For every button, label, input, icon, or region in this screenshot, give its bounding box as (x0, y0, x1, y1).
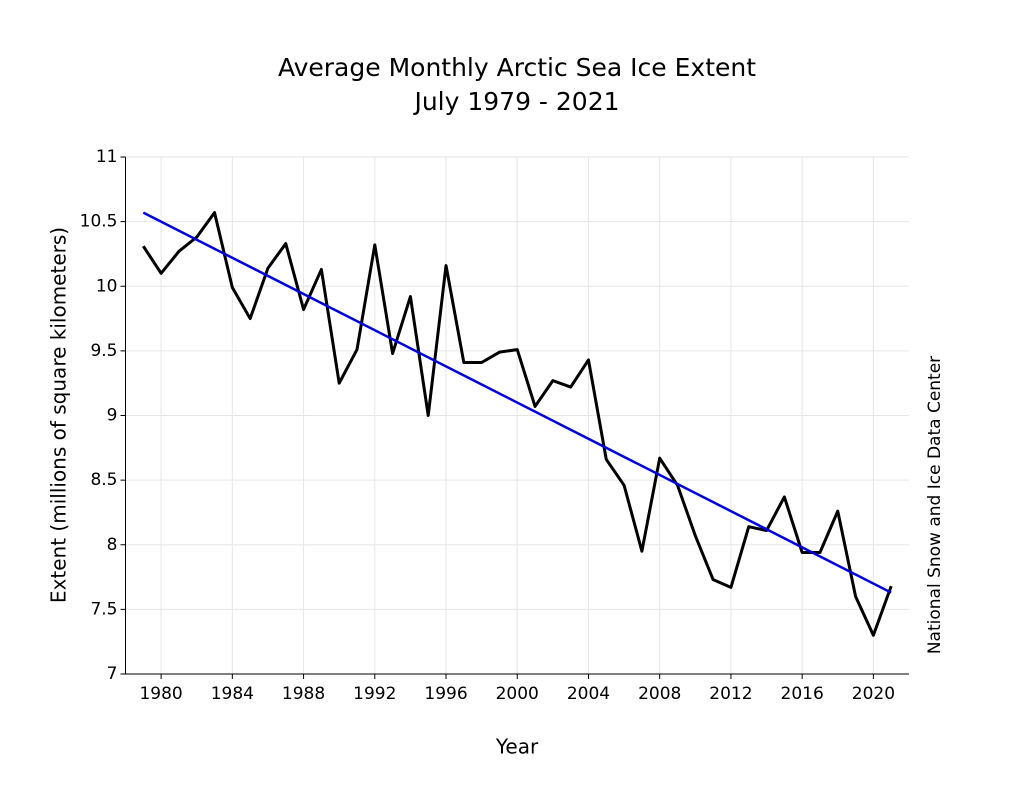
y-tick-label: 7.5 (90, 599, 117, 619)
y-tick-label: 9 (107, 406, 118, 426)
y-tick-label: 10 (96, 276, 118, 296)
x-axis-label: Year (495, 735, 539, 759)
x-tick-label: 1996 (424, 684, 467, 704)
y-tick-label: 10.5 (80, 212, 118, 232)
x-tick-label: 2020 (852, 684, 895, 704)
source-annotation: National Snow and Ice Data Center (925, 356, 945, 654)
chart-subtitle: July 1979 - 2021 (412, 87, 619, 116)
x-tick-label: 2004 (567, 684, 610, 704)
x-tick-label: 1988 (282, 684, 325, 704)
x-tick-label: 1980 (139, 684, 182, 704)
y-tick-label: 9.5 (90, 341, 117, 361)
y-tick-label: 8 (107, 535, 118, 555)
x-tick-label: 2012 (709, 684, 752, 704)
x-tick-label: 2008 (638, 684, 681, 704)
y-axis-label: Extent (millions of square kilometers) (47, 227, 71, 603)
x-tick-label: 1992 (353, 684, 396, 704)
y-tick-label: 8.5 (90, 470, 117, 490)
chart-title: Average Monthly Arctic Sea Ice Extent (278, 53, 756, 82)
x-tick-label: 2000 (496, 684, 539, 704)
trend-line (142, 211, 892, 594)
y-tick-label: 11 (96, 147, 118, 167)
x-tick-label: 1984 (211, 684, 254, 704)
x-tick-label: 2016 (781, 684, 824, 704)
y-tick-label: 7 (107, 664, 118, 684)
